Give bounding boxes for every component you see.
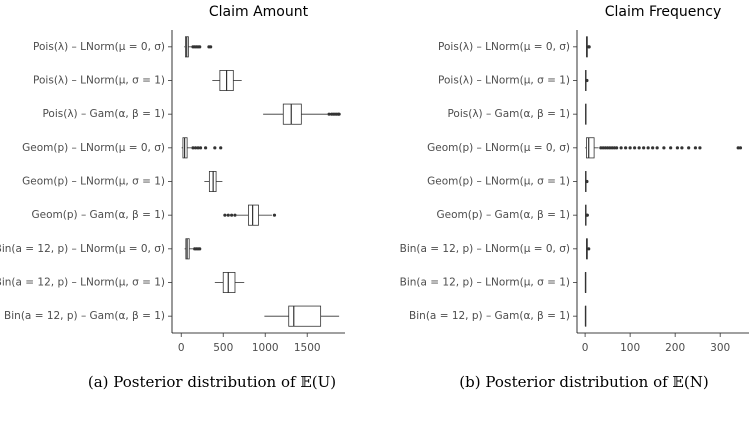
outlier [698, 146, 702, 150]
outlier [651, 146, 655, 150]
outlier [209, 45, 213, 49]
outlier [203, 146, 208, 150]
outlier [223, 213, 227, 217]
outlier [585, 213, 589, 217]
outlier [587, 247, 591, 251]
box [288, 305, 322, 327]
y-tick-label: Geom(p) – LNorm(μ, σ = 1) [427, 176, 570, 188]
x-tick-label: 1000 [252, 342, 279, 354]
outlier [198, 146, 203, 150]
y-tick-label: Pois(λ) – LNorm(μ, σ = 1) [438, 75, 570, 87]
outlier [196, 146, 200, 150]
caption: (a) Posterior distribution of 𝔼(U) [88, 373, 336, 391]
x-tick-label: 200 [665, 342, 685, 354]
outlier [680, 146, 684, 150]
outlier [669, 146, 673, 150]
outlier [608, 146, 612, 150]
outlier [736, 146, 740, 150]
y-tick-label: Geom(p) – LNorm(μ = 0, σ) [22, 142, 165, 154]
outlier [624, 146, 628, 150]
outlier [599, 146, 603, 150]
caption: (b) Posterior distribution of 𝔼(N) [459, 373, 708, 391]
outlier [233, 213, 237, 217]
x-tick-label: 100 [620, 342, 640, 354]
y-tick-label: Bin(a = 12, p) – Gam(α, β = 1) [409, 310, 570, 322]
y-tick-label: Pois(λ) – LNorm(μ = 0, σ) [33, 41, 165, 53]
box [222, 271, 236, 293]
y-tick-label: Bin(a = 12, p) – LNorm(μ, σ = 1) [0, 277, 165, 289]
outlier [272, 213, 277, 217]
outlier [637, 146, 641, 150]
outlier [687, 146, 691, 150]
y-tick-label: Pois(λ) – LNorm(μ, σ = 1) [33, 75, 165, 87]
outlier [226, 213, 230, 217]
outlier [191, 146, 195, 150]
outlier [587, 45, 591, 49]
outlier [585, 78, 589, 83]
y-tick-label: Geom(p) – Gam(α, β = 1) [32, 209, 165, 221]
x-tick-label: 0 [582, 342, 589, 354]
y-tick-label: Bin(a = 12, p) – LNorm(μ = 0, σ) [400, 243, 570, 255]
outlier [193, 146, 198, 150]
chart-title: Claim Frequency [605, 4, 722, 20]
outlier [675, 146, 680, 150]
outlier [327, 112, 331, 116]
y-tick-label: Geom(p) – Gam(α, β = 1) [437, 209, 570, 221]
outlier [601, 146, 605, 150]
box [248, 204, 259, 226]
outlier [585, 179, 589, 184]
outlier [693, 146, 698, 150]
outlier [646, 146, 650, 150]
outlier [738, 146, 743, 150]
chart-title: Claim Amount [209, 4, 309, 20]
outlier [213, 146, 217, 150]
y-tick-label: Pois(λ) – Gam(α, β = 1) [42, 108, 165, 120]
x-tick-label: 0 [178, 342, 185, 354]
y-tick-label: Geom(p) – LNorm(μ = 0, σ) [427, 142, 570, 154]
outlier [230, 213, 234, 217]
box [586, 137, 595, 159]
outlier [606, 146, 610, 150]
outlier [612, 146, 616, 150]
outlier [603, 146, 607, 150]
outlier [198, 247, 202, 251]
outlier [642, 146, 646, 150]
x-tick-label: 300 [710, 342, 730, 354]
outlier [615, 146, 619, 150]
y-tick-label: Bin(a = 12, p) – Gam(α, β = 1) [4, 310, 165, 322]
y-tick-label: Bin(a = 12, p) – LNorm(μ = 0, σ) [0, 243, 165, 255]
outlier [655, 146, 659, 150]
x-tick-label: 1500 [294, 342, 321, 354]
y-tick-label: Pois(λ) – LNorm(μ = 0, σ) [438, 41, 570, 53]
box [282, 103, 302, 125]
y-tick-label: Pois(λ) – Gam(α, β = 1) [447, 108, 570, 120]
y-tick-label: Bin(a = 12, p) – LNorm(μ, σ = 1) [400, 277, 570, 289]
outlier [662, 146, 666, 150]
x-tick-label: 500 [213, 342, 233, 354]
outlier [628, 146, 632, 150]
outlier [619, 146, 623, 150]
outlier [198, 45, 202, 49]
outlier [219, 146, 223, 150]
outlier [633, 146, 637, 150]
outlier [337, 112, 341, 116]
y-tick-label: Geom(p) – LNorm(μ, σ = 1) [22, 176, 165, 188]
outlier [610, 146, 614, 150]
